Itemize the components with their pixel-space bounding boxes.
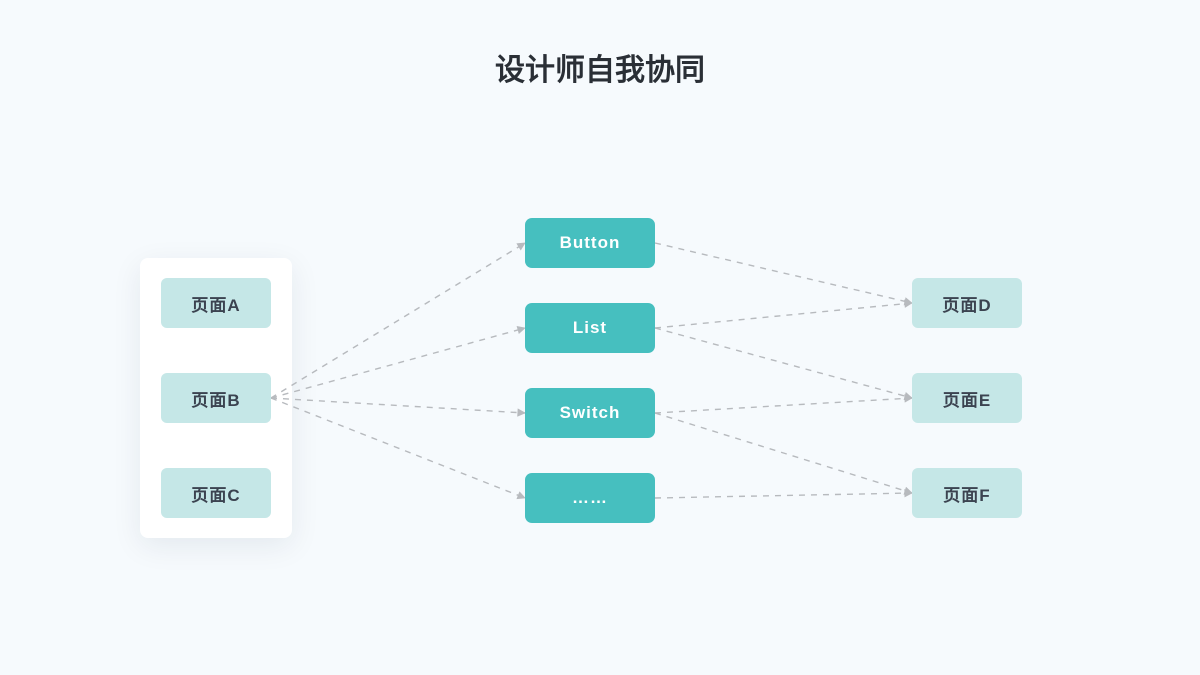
edge-switch-pE <box>655 398 912 413</box>
node-pC: 页面C <box>161 468 271 518</box>
edge-switch-pF <box>655 413 912 493</box>
edge-button-pD <box>655 243 912 303</box>
node-list: List <box>525 303 655 353</box>
node-pB: 页面B <box>161 373 271 423</box>
node-pF: 页面F <box>912 468 1022 518</box>
node-pE: 页面E <box>912 373 1022 423</box>
node-switch: Switch <box>525 388 655 438</box>
edge-more-pF <box>655 493 912 498</box>
edge-list-pD <box>655 303 912 328</box>
edge-pB-button <box>271 243 525 398</box>
edge-pB-list <box>271 328 525 398</box>
edge-pB-switch <box>271 398 525 413</box>
node-pD: 页面D <box>912 278 1022 328</box>
node-more: …… <box>525 473 655 523</box>
diagram-title: 设计师自我协同 <box>495 45 705 89</box>
node-button: Button <box>525 218 655 268</box>
node-pA: 页面A <box>161 278 271 328</box>
edge-list-pE <box>655 328 912 398</box>
edge-pB-more <box>271 398 525 498</box>
diagram-canvas: 设计师自我协同 页面A 页面B 页面C Button List Switch …… 页面D 页面… <box>0 0 1200 675</box>
